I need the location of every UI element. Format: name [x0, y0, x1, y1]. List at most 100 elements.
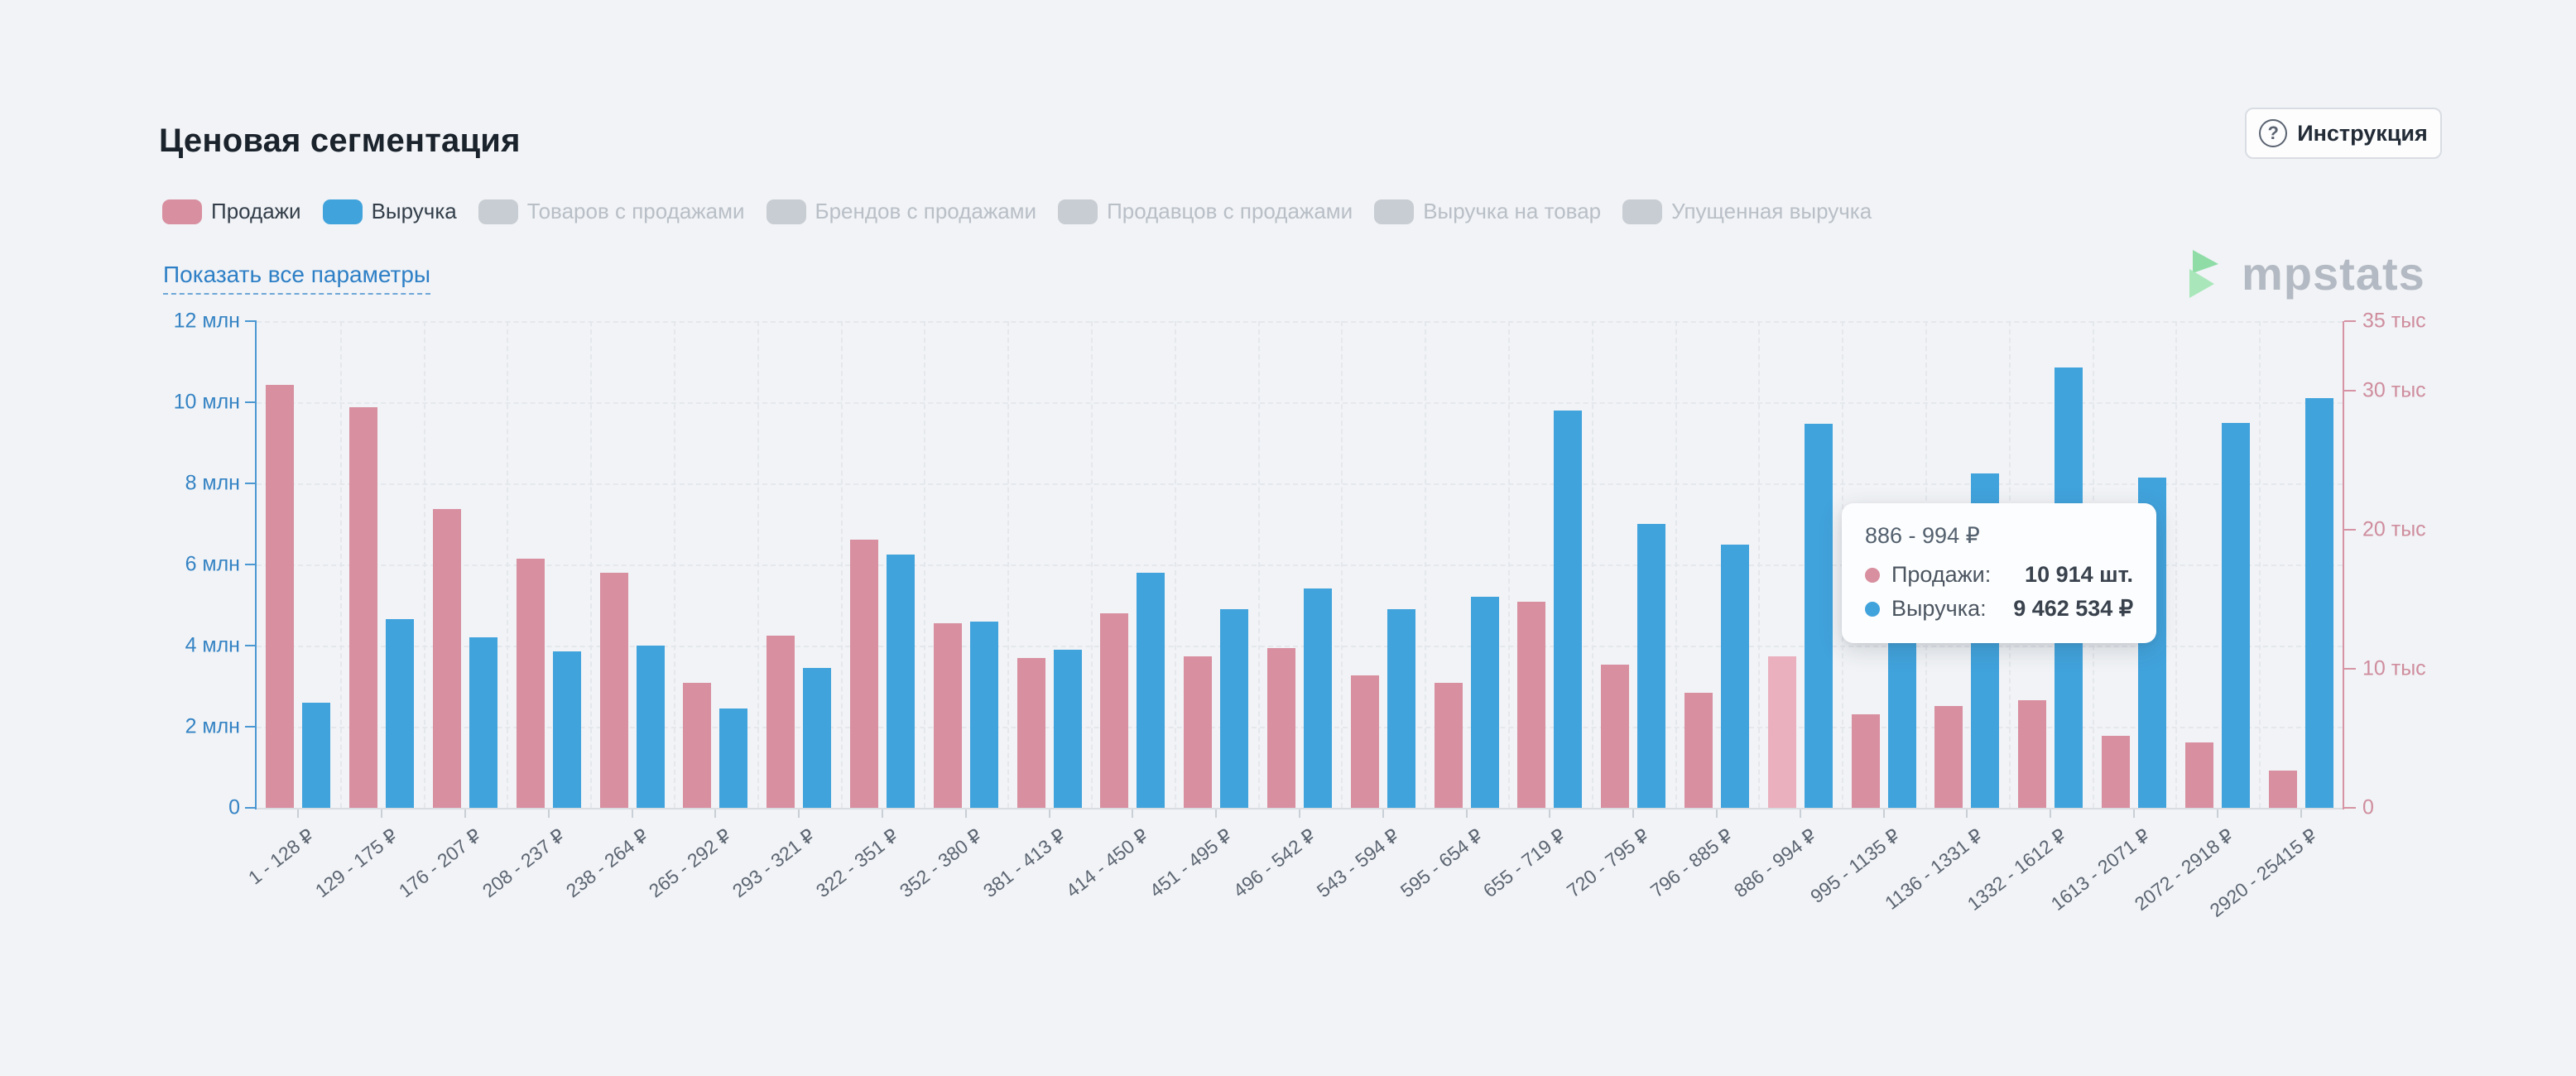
legend-item-5[interactable]: Продавцов с продажами [1058, 199, 1353, 224]
x-axis-tick [2300, 809, 2302, 818]
bar-revenue-2[interactable] [386, 619, 415, 808]
x-axis-label: 381 - 413 ₽ [978, 824, 1069, 902]
chart-plot-area [257, 321, 2343, 808]
bar-revenue-24[interactable] [2221, 422, 2250, 808]
x-axis-tick [1048, 809, 1050, 818]
bar-sales-25[interactable] [2268, 770, 2297, 808]
bar-revenue-12[interactable] [1220, 608, 1249, 808]
right-axis-label: 35 тыс [2362, 309, 2426, 333]
x-axis-tick [1882, 809, 1885, 818]
bar-sales-8[interactable] [850, 539, 878, 808]
h-gridline [257, 321, 2343, 323]
bar-revenue-15[interactable] [1470, 597, 1499, 808]
x-axis-tick [297, 809, 300, 818]
bar-sales-24[interactable] [2184, 742, 2213, 808]
legend-item-3[interactable]: Товаров с продажами [478, 199, 745, 224]
bar-revenue-9[interactable] [969, 621, 998, 808]
right-axis-label: 30 тыс [2362, 378, 2426, 402]
v-gridline [674, 321, 675, 808]
bar-revenue-25[interactable] [2304, 398, 2333, 808]
legend-item-6[interactable]: Выручка на товар [1374, 199, 1601, 224]
x-axis-label: 451 - 495 ₽ [1146, 824, 1237, 902]
v-gridline [1007, 321, 1010, 808]
tooltip-row-1: Продажи: 10 914 шт. [1865, 562, 2133, 588]
h-gridline [257, 402, 2343, 404]
x-axis-tick [1299, 809, 1300, 818]
v-gridline [1425, 321, 1427, 808]
bar-sales-16[interactable] [1517, 602, 1546, 808]
bar-sales-5[interactable] [599, 573, 628, 808]
bar-sales-2[interactable] [349, 407, 378, 808]
bar-sales-6[interactable] [683, 682, 712, 808]
bar-revenue-13[interactable] [1304, 588, 1332, 808]
x-axis-label: 352 - 380 ₽ [895, 824, 986, 902]
bar-revenue-18[interactable] [1721, 544, 1749, 808]
bar-revenue-11[interactable] [1137, 572, 1165, 808]
bar-revenue-5[interactable] [636, 646, 665, 808]
h-gridline [257, 646, 2343, 647]
bar-revenue-8[interactable] [887, 554, 915, 808]
bar-sales-15[interactable] [1434, 682, 1463, 808]
right-axis-tick [2344, 390, 2356, 391]
left-axis-tick [245, 320, 257, 322]
legend-item-7[interactable]: Упущенная выручка [1622, 199, 1872, 224]
left-axis-tick [245, 564, 257, 565]
question-circle-icon: ? [2259, 119, 2288, 147]
bar-sales-17[interactable] [1601, 664, 1630, 808]
bar-revenue-4[interactable] [552, 651, 581, 808]
v-gridline [1758, 321, 1761, 808]
bar-sales-1[interactable] [266, 385, 295, 808]
legend-item-4[interactable]: Брендов с продажами [766, 199, 1036, 224]
bar-sales-21[interactable] [1934, 706, 1963, 808]
bar-sales-12[interactable] [1184, 656, 1213, 808]
bar-revenue-1[interactable] [302, 702, 331, 808]
bar-sales-23[interactable] [2102, 735, 2130, 808]
bar-revenue-16[interactable] [1554, 410, 1583, 808]
bar-revenue-7[interactable] [803, 667, 832, 808]
bar-sales-9[interactable] [933, 622, 962, 808]
bar-revenue-19[interactable] [1804, 424, 1833, 808]
v-gridline [1675, 321, 1677, 808]
bar-revenue-17[interactable] [1637, 524, 1666, 808]
bar-sales-22[interactable] [2018, 699, 2047, 808]
x-axis-line [257, 808, 2343, 809]
x-axis-tick [2050, 809, 2052, 818]
bar-revenue-14[interactable] [1387, 608, 1415, 808]
bar-revenue-6[interactable] [719, 708, 748, 808]
bar-sales-13[interactable] [1267, 647, 1295, 808]
v-gridline [1508, 321, 1510, 808]
bar-revenue-10[interactable] [1053, 649, 1082, 808]
tooltip-label: Выручка: [1891, 596, 1987, 621]
x-axis-label: 293 - 321 ₽ [728, 824, 819, 902]
mpstats-watermark-text: mpstats [2242, 247, 2425, 300]
x-axis-tick [1465, 809, 1468, 818]
bar-sales-19[interactable] [1767, 656, 1796, 808]
bar-sales-7[interactable] [767, 635, 795, 808]
bar-sales-3[interactable] [433, 508, 461, 808]
bar-sales-10[interactable] [1016, 657, 1045, 808]
x-axis-label: 720 - 795 ₽ [1563, 824, 1654, 902]
bar-sales-14[interactable] [1350, 675, 1379, 808]
bar-sales-18[interactable] [1684, 692, 1713, 808]
bar-sales-11[interactable] [1100, 612, 1129, 808]
left-axis-label: 8 млн [185, 471, 240, 495]
left-axis-label: 2 млн [185, 714, 240, 738]
bar-sales-20[interactable] [1851, 714, 1880, 808]
instruction-button[interactable]: ? Инструкция [2245, 108, 2442, 159]
x-axis-tick [2133, 809, 2135, 818]
show-all-parameters-link[interactable]: Показать все параметры [163, 262, 431, 295]
legend-swatch [1622, 199, 1663, 224]
left-axis-tick [245, 401, 257, 403]
mpstats-watermark: mpstats [2187, 247, 2425, 300]
x-axis-label: 176 - 207 ₽ [394, 824, 486, 902]
x-axis-tick [1966, 809, 1968, 818]
bar-sales-4[interactable] [516, 559, 545, 808]
bar-revenue-3[interactable] [469, 637, 497, 808]
legend-label: Продавцов с продажами [1107, 199, 1353, 223]
legend-item-2[interactable]: Выручка [322, 199, 457, 224]
legend-item-1[interactable]: Продажи [162, 199, 301, 224]
v-gridline [423, 321, 425, 808]
x-axis-tick [1132, 809, 1134, 818]
legend-swatch [162, 199, 202, 224]
x-axis-tick [714, 809, 717, 818]
